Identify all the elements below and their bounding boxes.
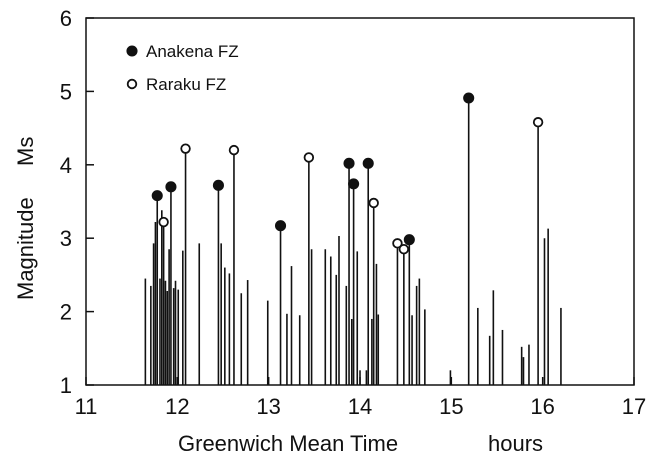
anakena-event-marker [343,157,355,169]
event-stems [144,98,562,385]
raraku-event-marker [392,238,403,249]
anakena-event-marker [348,178,360,190]
legend-marker-raraku [126,78,138,90]
y-axis-ticks: 1 2 3 4 5 6 [60,6,94,398]
legend-label-raraku: Raraku FZ [146,75,226,94]
legend: Anakena FZ Raraku FZ [126,42,239,94]
anakena-event-marker [165,181,177,193]
x-axis-title: Greenwich Mean Time [178,431,398,456]
anakena-event-marker [463,92,475,104]
x-tick-label: 12 [165,394,189,419]
x-tick-label: 13 [256,394,280,419]
legend-marker-anakena [126,45,138,57]
anakena-event-marker [362,157,374,169]
raraku-event-marker [303,152,315,163]
event-markers [151,92,544,255]
y-tick-label: 2 [60,300,72,325]
raraku-event-marker [398,244,410,255]
raraku-event-marker [158,216,169,228]
y-tick-label: 4 [60,153,72,178]
x-tick-label: 15 [439,394,463,419]
y-tick-label: 5 [60,79,72,104]
x-tick-label: 17 [622,394,646,419]
y-tick-label: 6 [60,6,72,31]
plot-frame [85,17,635,386]
anakena-event-marker [274,220,287,232]
x-tick-label: 14 [348,394,372,419]
y-tick-label: 3 [60,226,72,251]
y-tick-label: 1 [60,373,72,398]
x-axis-unit: hours [488,431,543,456]
x-tick-label: 16 [530,394,554,419]
raraku-event-marker [228,144,240,156]
y-axis-title: Magnitude [13,197,38,300]
x-axis-ticks: 11 12 13 14 15 16 17 [75,377,646,419]
raraku-event-marker [368,197,379,209]
raraku-event-marker [532,117,544,128]
anakena-event-marker [212,179,224,191]
legend-label-anakena: Anakena FZ [146,42,239,61]
raraku-event-marker [180,143,191,154]
anakena-event-marker [151,190,163,202]
y-axis-unit: Ms [13,137,38,166]
x-tick-label: 11 [75,394,98,419]
anakena-event-marker [403,234,415,246]
